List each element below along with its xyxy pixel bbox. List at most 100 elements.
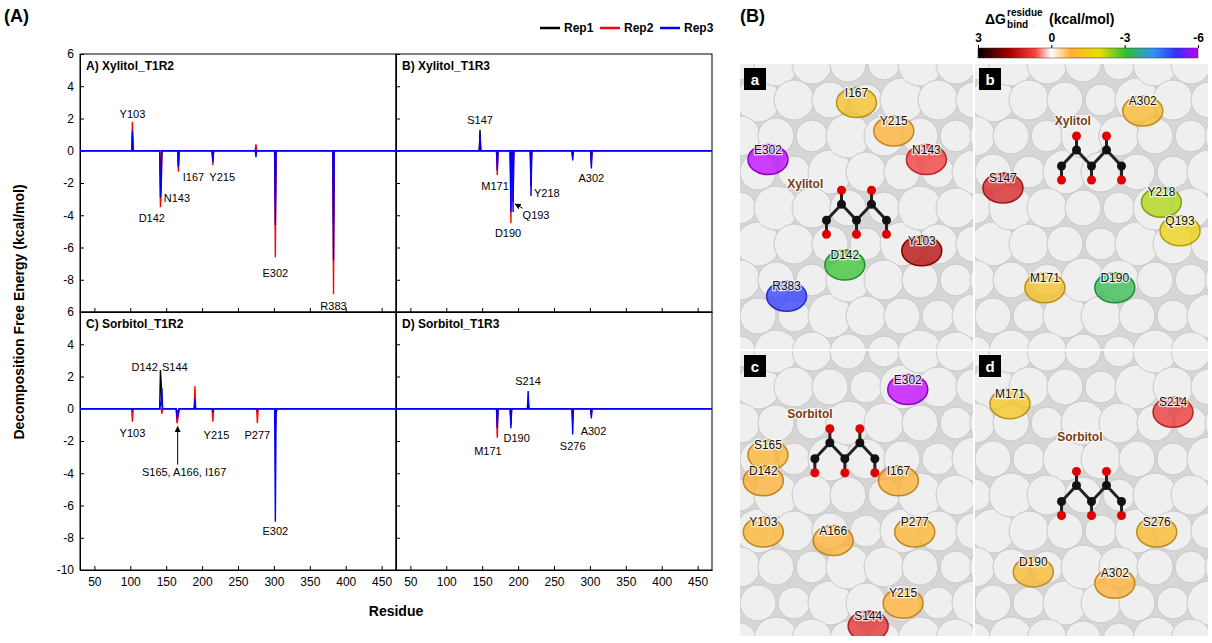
surface-blob <box>975 116 995 156</box>
tick-label: -2 <box>63 434 74 448</box>
tick <box>396 441 400 442</box>
series-line <box>396 130 712 183</box>
surface-blob <box>1009 80 1049 120</box>
residue-label: N143 <box>912 143 941 157</box>
surface-blob <box>1085 515 1117 547</box>
tick-mark <box>310 308 311 312</box>
surface-blob <box>1085 371 1117 403</box>
surface-blob <box>993 262 1029 298</box>
tick-mark <box>94 566 95 570</box>
surface-blob <box>970 545 973 589</box>
residue-label: E302 <box>894 373 922 387</box>
surface-blob <box>1175 120 1207 152</box>
tick-label: 250 <box>228 575 248 589</box>
subplot: B) Xylitol_T1R3S147M171D190Q193Y218A302 <box>396 54 713 313</box>
tick-mark <box>1125 45 1126 48</box>
surface-blob <box>1175 551 1207 583</box>
annotation: A302 <box>581 425 607 437</box>
surface-blob <box>1187 294 1208 338</box>
tick <box>396 86 400 87</box>
tick-label: 0 <box>67 402 74 416</box>
tick-mark <box>518 308 519 312</box>
tick-mark <box>590 308 591 312</box>
panel-letter: a <box>751 71 760 88</box>
residue-label: M171 <box>995 387 1025 401</box>
surface-blob <box>989 617 1033 636</box>
tick-mark <box>396 183 400 184</box>
tick-mark <box>238 308 239 312</box>
surface-blob <box>846 296 886 336</box>
surface-blob <box>754 330 798 349</box>
surface-blob <box>1013 443 1045 475</box>
series-group <box>396 391 712 438</box>
carbon-atom <box>855 438 864 447</box>
surface-blob <box>1103 623 1135 636</box>
tick-label: -4 <box>63 209 74 223</box>
tick: 2 <box>67 112 84 126</box>
annotation: M171 <box>474 445 502 457</box>
structure-panel: SorbitolM171S214S276D190A302d <box>955 329 1212 643</box>
tick: 3 <box>975 31 982 48</box>
tick-label: 100 <box>437 575 457 589</box>
surface-blob <box>792 188 832 228</box>
oxygen-atom <box>1102 467 1111 476</box>
tick-label: 300 <box>264 575 284 589</box>
annotation: S276 <box>560 440 586 452</box>
surface-blob <box>1191 369 1208 405</box>
ligand-label: Xylitol <box>1055 114 1091 128</box>
annotation: Y103 <box>120 108 146 120</box>
y-axis-title: Decomposition Free Energy (kcal/mol) <box>11 184 27 439</box>
x-axis: 50100150200250300350400450 <box>397 566 713 589</box>
tick-mark <box>346 566 347 570</box>
residue-label: D142 <box>831 248 860 262</box>
ligand-label: Sorbitol <box>787 407 832 421</box>
residue-label: M171 <box>1030 271 1060 285</box>
surface-blob <box>740 403 760 443</box>
legend-swatch <box>540 27 560 30</box>
x-axis: 50100150200250300350400450 <box>81 566 397 589</box>
oxygen-atom <box>855 424 864 433</box>
carbon-atom <box>837 200 846 209</box>
tick-mark <box>396 377 400 378</box>
surface-blob <box>884 298 920 334</box>
oxygen-atom <box>1057 176 1066 185</box>
tick: -2 <box>63 434 84 448</box>
surface-blob <box>1205 401 1208 445</box>
residue-label: Q193 <box>1165 214 1195 228</box>
carbon-atom <box>1102 146 1111 155</box>
surface-blob <box>1133 473 1177 517</box>
tick: 4 <box>67 338 84 352</box>
surface-blob <box>740 623 756 636</box>
surface-blob <box>898 330 942 349</box>
residue-label: S214 <box>1159 395 1187 409</box>
tick <box>662 308 663 312</box>
subplot-title: B) Xylitol_T1R3 <box>402 59 490 73</box>
carbon-atom <box>1057 497 1066 506</box>
carbon-atom <box>1087 162 1096 171</box>
surface-blob <box>1171 619 1208 636</box>
structure-panel: XylitolA302S147Y218Q193M171D190b <box>955 42 1212 374</box>
tick-mark <box>80 473 84 474</box>
surface-blob <box>975 623 991 636</box>
tick-label: -2 <box>63 176 74 190</box>
tick: 4 <box>67 80 84 94</box>
tick <box>396 183 400 184</box>
panel-letter-box <box>744 355 766 377</box>
series-group <box>396 130 712 224</box>
surface-blob <box>774 367 814 407</box>
carbon-atom <box>822 216 831 225</box>
carbon-atom <box>1057 162 1066 171</box>
tick: 50 <box>404 566 418 589</box>
tick-mark <box>166 566 167 570</box>
series-line <box>396 402 712 421</box>
surface-blob <box>1157 443 1189 475</box>
oxygen-atom <box>1057 511 1066 520</box>
surface-blob <box>846 152 886 192</box>
tick-mark <box>396 473 400 474</box>
tick-mark <box>80 538 84 539</box>
tick <box>518 308 519 312</box>
residue-label: A302 <box>1101 566 1129 580</box>
structure-view <box>975 351 1208 636</box>
tick-label: 150 <box>473 575 493 589</box>
annotation: P277 <box>245 429 271 441</box>
